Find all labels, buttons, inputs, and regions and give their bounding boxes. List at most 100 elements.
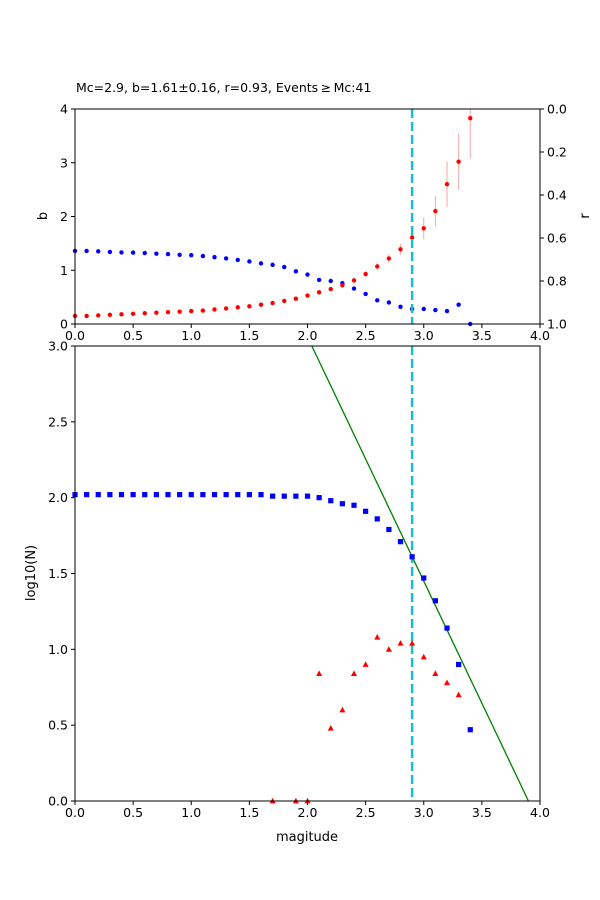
r-point xyxy=(351,286,357,291)
b-point xyxy=(107,312,113,318)
top-y-tick-label: 4 xyxy=(60,102,68,117)
r-point xyxy=(293,269,299,274)
b-point xyxy=(433,208,438,214)
noncumulative-point xyxy=(385,646,392,652)
b-point xyxy=(363,271,368,277)
bottom-x-tick-label: 2.5 xyxy=(356,805,376,820)
noncumulative-point xyxy=(432,670,439,676)
top-y-tick-label: 2 xyxy=(60,209,68,224)
b-point xyxy=(154,310,159,315)
cumulative-point xyxy=(363,508,369,514)
cumulative-point xyxy=(246,492,252,498)
r-point xyxy=(328,278,333,284)
b-point xyxy=(177,309,182,314)
cumulative-point xyxy=(281,493,287,499)
noncumulative-point xyxy=(339,706,346,713)
cumulative-point xyxy=(223,492,229,498)
cumulative-point xyxy=(188,492,194,498)
r-point xyxy=(456,302,461,307)
cumulative-point xyxy=(235,492,241,498)
bottom-y-tick-label: 0.5 xyxy=(48,718,68,733)
bottom-y-tick-label: 1.5 xyxy=(48,566,68,581)
top-x-tick-label: 0.0 xyxy=(65,328,85,343)
b-point xyxy=(282,298,287,304)
cumulative-point xyxy=(177,492,183,498)
bottom-x-tick-label: 1.0 xyxy=(181,805,201,820)
b-point xyxy=(293,296,299,301)
cumulative-point xyxy=(258,492,264,498)
r-point xyxy=(258,261,264,266)
cumulative-point xyxy=(339,501,345,507)
b-point xyxy=(456,159,461,164)
fit-line xyxy=(311,345,530,802)
top-x-tick-label: 2.5 xyxy=(356,328,376,343)
cumulative-point xyxy=(200,492,206,498)
bottom-x-tick-label: 4.0 xyxy=(530,805,550,820)
b-point xyxy=(444,182,450,187)
x-axis-label: magitude xyxy=(276,830,338,845)
r-point xyxy=(386,300,392,305)
r-point xyxy=(235,257,240,263)
bottom-x-tick-label: 1.5 xyxy=(239,805,259,820)
cumulative-point xyxy=(316,495,322,501)
r-point xyxy=(247,259,252,264)
r-point xyxy=(305,272,310,277)
cumulative-point xyxy=(270,493,276,499)
cumulative-point xyxy=(374,516,380,522)
cumulative-point xyxy=(142,492,148,498)
cumulative-point xyxy=(153,492,159,498)
top-y2-tick-label: 1.0 xyxy=(547,317,567,332)
cumulative-point xyxy=(351,502,357,508)
r-point xyxy=(375,298,380,303)
cumulative-point xyxy=(328,498,334,504)
b-point xyxy=(130,311,136,316)
r-point xyxy=(96,249,101,254)
noncumulative-point xyxy=(420,653,427,660)
r-point xyxy=(200,253,206,259)
b-point xyxy=(316,290,322,295)
r-point xyxy=(444,308,450,314)
b-point xyxy=(84,313,89,319)
top-y2-tick-label: 0.6 xyxy=(547,231,567,246)
top-y2-label: r xyxy=(578,213,593,219)
bottom-y-label: log10(N) xyxy=(24,545,39,601)
noncumulative-point xyxy=(327,725,334,731)
top-y2-tick-label: 0.2 xyxy=(547,145,567,160)
cumulative-point xyxy=(386,526,392,533)
top-x-tick-label: 1.5 xyxy=(239,328,259,343)
cumulative-point xyxy=(409,554,415,560)
b-point xyxy=(247,304,252,309)
top-y-label: b xyxy=(36,212,51,220)
b-point xyxy=(119,312,124,317)
cumulative-point xyxy=(107,492,113,498)
r-point xyxy=(270,262,275,268)
top-y-tick-label: 1 xyxy=(60,263,68,278)
b-point xyxy=(328,286,333,292)
b-point xyxy=(270,300,275,306)
cumulative-point xyxy=(432,598,438,604)
bottom-x-tick-label: 0.0 xyxy=(65,805,85,820)
bottom-x-tick-label: 3.5 xyxy=(472,805,492,820)
r-point xyxy=(223,256,229,261)
b-r-panel: Mc=2.9, b=1.61±0.16, r=0.93, Events ≥ Mc… xyxy=(36,80,593,343)
r-point xyxy=(154,251,159,256)
noncumulative-point xyxy=(374,634,381,640)
cumulative-point xyxy=(118,492,125,498)
cumulative-point xyxy=(211,492,218,498)
b-point xyxy=(212,307,217,312)
top-x-tick-label: 1.0 xyxy=(181,328,201,343)
cumulative-point xyxy=(130,492,136,498)
cumulative-point xyxy=(304,493,311,499)
b-point xyxy=(340,283,345,288)
b-point xyxy=(96,313,101,318)
bottom-y-tick-label: 0.0 xyxy=(48,794,68,809)
bottom-x-tick-label: 3.0 xyxy=(414,805,434,820)
b-point xyxy=(305,293,310,298)
b-point xyxy=(165,309,171,315)
top-y2-tick-label: 0.4 xyxy=(547,188,567,203)
top-y-tick-label: 0 xyxy=(60,317,68,332)
r-point xyxy=(212,254,217,260)
top-y2-tick-label: 0.0 xyxy=(547,102,567,117)
b-point xyxy=(375,264,380,269)
